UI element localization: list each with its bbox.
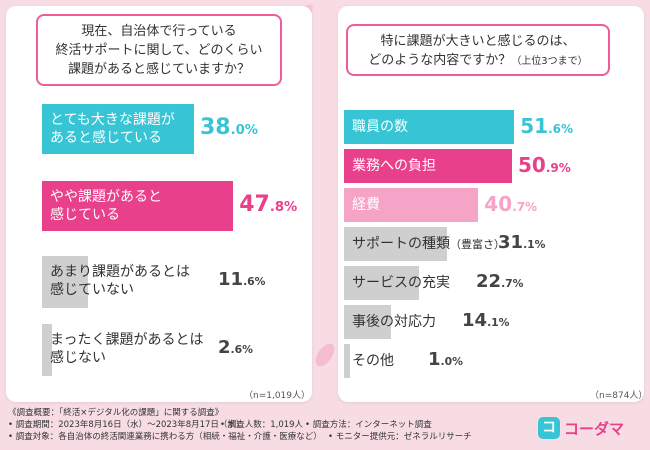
bar-label-sub: （豊富さ） — [450, 238, 505, 251]
footer-row: • 調査対象：各自治体の終活関連業務に携わる方（相続・福祉・介護・医療など） • … — [8, 431, 478, 443]
bar-label-main: 事後の対応力 — [352, 314, 436, 330]
bar-value: 38.0% — [200, 115, 258, 140]
bar-3 — [42, 256, 89, 308]
bar-value: 47.8% — [239, 192, 297, 217]
bar-2 — [344, 149, 512, 183]
bar-label-line: あると感じている — [50, 130, 162, 146]
bar-value-dec: .1% — [523, 238, 546, 252]
bar-value-int: 2 — [218, 337, 231, 359]
bar-label-main: サービスの充実 — [352, 275, 450, 291]
bar-6 — [344, 305, 391, 339]
bar-label: 業務への負担 — [352, 157, 436, 175]
bar-value-dec: .6% — [230, 343, 253, 357]
bar-label: 職員の数 — [352, 118, 408, 136]
bar-label-line: やや課題があると — [50, 189, 162, 205]
bar-value-int: 11 — [218, 269, 244, 291]
question-sub: （上位3つまで） — [511, 56, 588, 67]
bar-3 — [344, 188, 479, 222]
bar-value: 50.9% — [518, 153, 571, 177]
footer-period: • 調査期間：2023年8月16日（水）～2023年8月17日（木） — [8, 420, 245, 430]
bar-value-int: 47 — [239, 191, 270, 217]
question-line: 特に課題が大きいと感じるのは、 — [380, 34, 576, 49]
bar-label-main: サポートの種類 — [352, 236, 450, 252]
question-line-main: どのような内容ですか？ — [368, 53, 512, 68]
bar-label: まったく課題があるとは 感じない — [50, 331, 203, 367]
bar-label: とても大きな課題が あると感じている — [50, 111, 175, 147]
bar-value: 31.1% — [498, 232, 546, 253]
bar-label-main: 経費 — [352, 197, 380, 213]
left-question-box: 現在、自治体で行っている 終活サポートに関して、どのくらい 課題があると感じてい… — [36, 14, 282, 86]
right-chart-panel: 特に課題が大きいと感じるのは、 どのような内容ですか？（上位3つまで） 職員の数… — [338, 6, 648, 402]
bar-2 — [42, 181, 234, 231]
footer-monitor: • モニター提供元：ゼネラルリサーチ — [328, 432, 472, 442]
petal-decoration — [315, 343, 335, 367]
kodama-logo: コ コーダマ — [538, 416, 624, 440]
question-line: 終活サポートに関して、どのくらい — [55, 43, 263, 58]
bar-label: 経費 — [352, 196, 380, 214]
bar-value-int: 50 — [517, 153, 546, 177]
bar-value: 1.0% — [428, 349, 463, 370]
question-line: どのような内容ですか？（上位3つまで） — [358, 51, 598, 71]
bar-label-line: まったく課題があるとは — [50, 332, 204, 348]
bar-value-dec: .0% — [440, 355, 463, 369]
bar-label-main: 業務への負担 — [352, 158, 436, 174]
bar-label-line: 感じている — [50, 207, 120, 223]
bar-value: 11.6% — [218, 269, 266, 290]
bar-label: 事後の対応力 — [352, 313, 436, 331]
logo-icon: コ — [538, 417, 560, 439]
bar-value-int: 38 — [200, 114, 231, 140]
survey-footer: 《調査概要：「終活×デジタル化の課題」に関する調査》 • 調査期間：2023年8… — [8, 407, 478, 443]
right-question-box: 特に課題が大きいと感じるのは、 どのような内容ですか？（上位3つまで） — [346, 24, 610, 76]
question-line: 現在、自治体で行っている — [81, 24, 237, 39]
bar-value-dec: .9% — [545, 161, 571, 175]
footer-row: • 調査期間：2023年8月16日（水）～2023年8月17日（木）• 調査人数… — [8, 419, 478, 431]
question-line: 課題があると感じていますか？ — [67, 62, 250, 77]
footer-title: 《調査概要：「終活×デジタル化の課題」に関する調査》 — [8, 408, 224, 418]
bar-label-main: 職員の数 — [352, 119, 408, 135]
bar-label: サービスの充実 — [352, 274, 450, 292]
bar-value-int: 14 — [462, 310, 488, 332]
bar-value: 51.6% — [520, 114, 573, 138]
bar-4 — [42, 324, 53, 376]
bar-value-int: 40 — [484, 192, 513, 216]
bar-label-line: あまり課題があるとは — [50, 264, 190, 280]
bar-label: その他 — [352, 352, 394, 370]
bar-4 — [344, 227, 447, 261]
bar-1 — [42, 104, 194, 154]
bar-value: 40.7% — [484, 192, 537, 216]
left-chart-panel: 現在、自治体で行っている 終活サポートに関して、どのくらい 課題があると感じてい… — [6, 6, 312, 402]
bar-label: やや課題があると 感じている — [50, 188, 162, 224]
bar-value-dec: .8% — [269, 199, 298, 215]
bar-value: 2.6% — [218, 337, 253, 358]
bar-label: サポートの種類（豊富さ） — [352, 235, 505, 254]
bar-value-int: 51 — [520, 114, 549, 138]
right-n-note: （n=874人） — [590, 391, 648, 401]
bar-value-dec: .7% — [512, 200, 538, 214]
bar-5 — [344, 266, 419, 300]
bar-value-int: 31 — [498, 232, 524, 254]
bar-value-dec: .6% — [243, 275, 266, 289]
bar-value-dec: .7% — [501, 277, 524, 291]
footer-target: • 調査対象：各自治体の終活関連業務に携わる方（相続・福祉・介護・医療など） — [8, 432, 322, 442]
bar-label-line: 感じていない — [50, 282, 134, 298]
footer-method: • 調査方法：インターネット調査 — [305, 420, 432, 430]
footer-people: • 調査人数：1,019人 — [220, 420, 304, 430]
bar-value-dec: .0% — [230, 122, 259, 138]
bar-value-dec: .1% — [487, 316, 510, 330]
bar-value-dec: .6% — [548, 122, 574, 136]
bar-value: 14.1% — [462, 310, 510, 331]
bar-label-line: 感じない — [50, 350, 106, 366]
bar-value-int: 22 — [476, 271, 502, 293]
bar-label-main: その他 — [352, 353, 394, 369]
left-n-note: （n=1,019人） — [244, 391, 311, 401]
logo-text: コーダマ — [564, 419, 625, 438]
bar-value: 22.7% — [476, 271, 524, 292]
bar-value-int: 1 — [428, 349, 441, 371]
bar-label-line: とても大きな課題が — [50, 112, 175, 128]
bar-7 — [344, 344, 350, 378]
bar-label: あまり課題があるとは 感じていない — [50, 263, 190, 299]
bar-1 — [344, 110, 515, 144]
